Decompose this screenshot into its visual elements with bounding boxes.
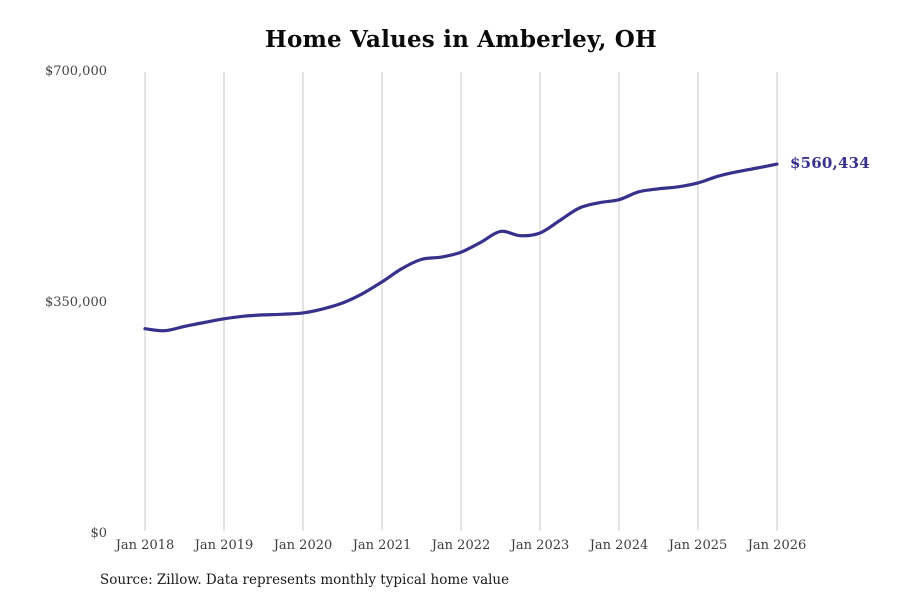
x-tick-label: Jan 2020 [273,538,333,553]
home-value-line [143,162,779,333]
x-tick-label: Jan 2026 [747,538,807,553]
x-tick-label: Jan 2021 [352,538,412,553]
x-tick-label: Jan 2025 [668,538,728,553]
y-tick-label: $350,000 [44,295,107,310]
x-tick-label: Jan 2022 [431,538,491,553]
end-value-label: $560,434 [790,154,870,173]
chart-title: Home Values in Amberley, OH [265,26,657,53]
x-tick-label: Jan 2018 [115,538,175,553]
x-tick-label: Jan 2019 [194,538,254,553]
y-tick-label: $700,000 [44,64,107,79]
y-tick-label: $0 [90,526,107,541]
source-note: Source: Zillow. Data represents monthly … [100,572,510,588]
x-tick-label: Jan 2023 [510,538,570,553]
x-tick-label: Jan 2024 [589,538,649,553]
